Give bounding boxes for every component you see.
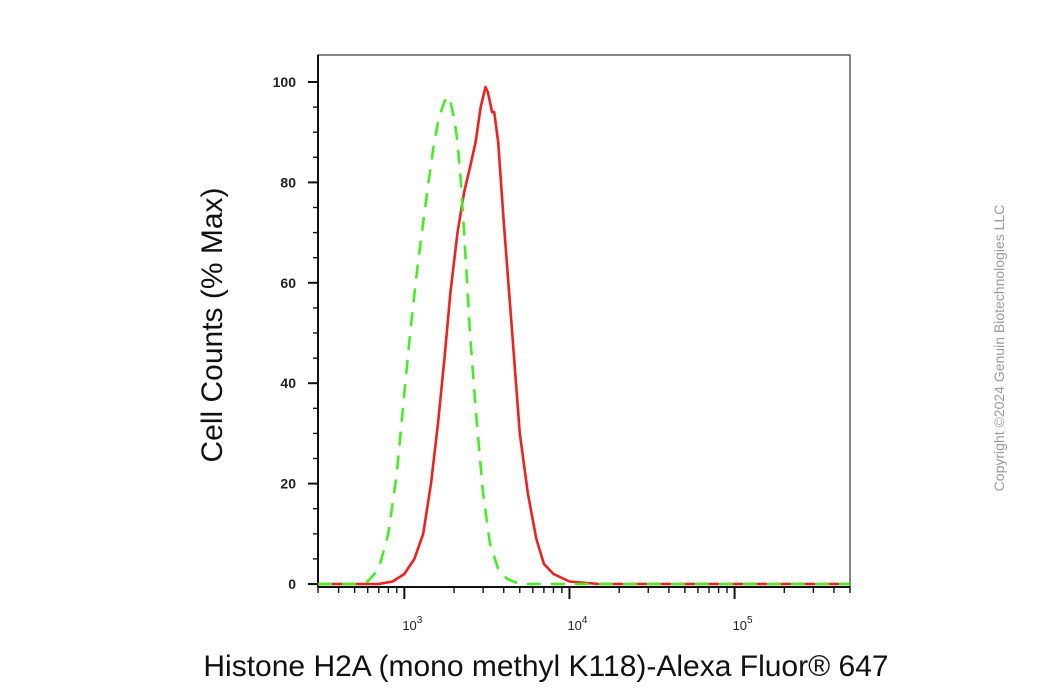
x-axis-label: Histone H2A (mono methyl K118)-Alexa Flu… [203, 650, 888, 683]
y-tick-label: 40 [280, 375, 296, 391]
y-tick-label: 20 [280, 476, 296, 492]
y-tick-label: 60 [280, 275, 296, 291]
x-tick-label: 104 [567, 615, 587, 633]
y-tick-label: 0 [288, 576, 296, 592]
series-line-solid [318, 85, 850, 586]
x-tick-label: 105 [733, 615, 753, 633]
y-axis-label: Cell Counts (% Max) [196, 187, 229, 462]
copyright-watermark: Copyright ©2024 Genuin Biotechnologies L… [991, 205, 1007, 492]
y-tick-label: 100 [273, 74, 297, 90]
y-tick-label: 80 [280, 174, 296, 190]
plot-area: 0 20 40 60 80 100 103 104 105 [273, 54, 851, 633]
plot-frame [317, 54, 851, 588]
series-line-dashed [318, 95, 850, 586]
x-tick-label: 103 [402, 615, 422, 633]
